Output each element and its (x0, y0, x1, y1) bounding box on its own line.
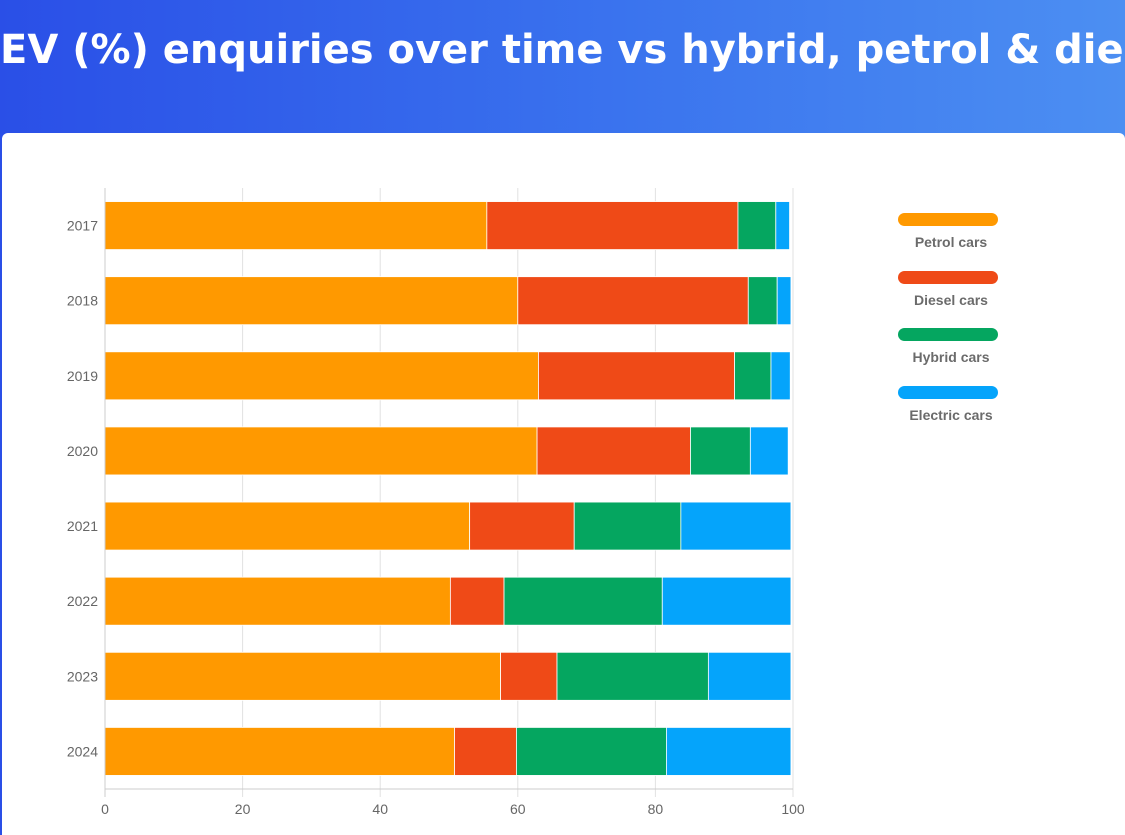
x-tick-label-60: 60 (510, 801, 526, 817)
bar-2019-diesel-cars[interactable] (538, 351, 735, 401)
y-tick-label-2018: 2018 (67, 293, 98, 309)
legend-label-hybrid-cars: Hybrid cars (912, 349, 990, 365)
bar-2018-hybrid-cars[interactable] (747, 276, 778, 326)
bar-2024-diesel-cars[interactable] (454, 727, 517, 776)
bar-2021-diesel-cars[interactable] (469, 501, 575, 551)
bar-2022-electric-cars[interactable] (661, 576, 792, 626)
x-tick-label-80: 80 (648, 801, 664, 817)
chart-legend: Petrol cars Diesel cars Hybrid cars Electri… (898, 213, 1008, 443)
y-tick-labels: 2017 2018 2019 2020 2021 2022 2023 2024 (67, 218, 98, 760)
bar-2023-electric-cars[interactable] (707, 651, 792, 701)
y-tick-label-2019: 2019 (67, 368, 98, 384)
x-tick-labels: 0 20 40 60 80 100 (101, 801, 805, 817)
bar-2021-petrol-cars[interactable] (104, 501, 471, 551)
bar-2017-diesel-cars[interactable] (486, 201, 739, 250)
page-title: EV (%) enquiries over time vs hybrid, pe… (0, 27, 1125, 73)
bar-2024-petrol-cars[interactable] (104, 727, 455, 776)
legend-swatch-hybrid-cars (898, 328, 998, 341)
bar-2019-electric-cars[interactable] (770, 351, 791, 401)
y-tick-label-2017: 2017 (67, 218, 98, 234)
legend-swatch-petrol-cars (898, 213, 998, 226)
bars (104, 201, 792, 776)
bar-2023-diesel-cars[interactable] (500, 651, 558, 701)
axes (104, 188, 793, 797)
y-tick-label-2022: 2022 (67, 593, 98, 609)
x-tick-label-100: 100 (781, 801, 805, 817)
stacked-bar-chart: 2017 2018 2019 2020 2021 2022 2023 2024 0 20 40 60… (67, 188, 805, 817)
bar-2022-hybrid-cars[interactable] (503, 576, 663, 626)
bar-2022-diesel-cars[interactable] (449, 576, 505, 626)
legend-label-petrol-cars: Petrol cars (914, 234, 988, 250)
y-tick-label-2021: 2021 (67, 518, 98, 534)
bar-2020-hybrid-cars[interactable] (690, 426, 751, 476)
y-tick-label-2023: 2023 (67, 668, 98, 684)
bar-2022-petrol-cars[interactable] (104, 576, 451, 626)
bar-2024-hybrid-cars[interactable] (516, 727, 667, 776)
legend-label-diesel-cars: Diesel cars (914, 291, 988, 308)
bar-2019-petrol-cars[interactable] (104, 351, 539, 401)
bar-2020-electric-cars[interactable] (749, 426, 789, 476)
x-tick-label-40: 40 (372, 801, 388, 817)
bar-2018-petrol-cars[interactable] (104, 276, 519, 326)
bar-2018-electric-cars[interactable] (776, 276, 792, 326)
bar-2020-petrol-cars[interactable] (104, 426, 538, 476)
y-tick-label-2020: 2020 (67, 443, 98, 459)
legend-swatch-electric-cars (898, 385, 998, 399)
bar-2020-diesel-cars[interactable] (536, 426, 691, 476)
bar-2017-electric-cars[interactable] (775, 201, 790, 250)
bar-2023-hybrid-cars[interactable] (556, 651, 709, 701)
bar-2024-electric-cars[interactable] (666, 727, 792, 776)
legend-item-petrol-cars[interactable]: Petrol cars (898, 213, 1008, 271)
y-tick-label-2024: 2024 (67, 743, 98, 759)
legend-item-electric-cars[interactable]: Electric cars (898, 385, 1008, 444)
bar-2017-hybrid-cars[interactable] (737, 201, 777, 250)
bar-2021-hybrid-cars[interactable] (573, 501, 682, 551)
bar-2017-petrol-cars[interactable] (104, 201, 488, 250)
legend-item-hybrid-cars[interactable]: Hybrid cars (898, 328, 1008, 386)
x-tick-label-0: 0 (101, 801, 109, 817)
bar-2021-electric-cars[interactable] (680, 501, 792, 551)
chart-panel: 2017 2018 2019 2020 2021 2022 2023 2024 0 20 40 60… (2, 133, 1125, 835)
legend-swatch-diesel-cars (898, 270, 998, 284)
bar-2018-diesel-cars[interactable] (517, 276, 749, 326)
legend-label-electric-cars: Electric cars (909, 406, 993, 423)
legend-item-diesel-cars[interactable]: Diesel cars (898, 270, 1008, 329)
bar-2023-petrol-cars[interactable] (104, 651, 502, 701)
bar-2019-hybrid-cars[interactable] (734, 351, 772, 401)
x-tick-label-20: 20 (235, 801, 251, 817)
